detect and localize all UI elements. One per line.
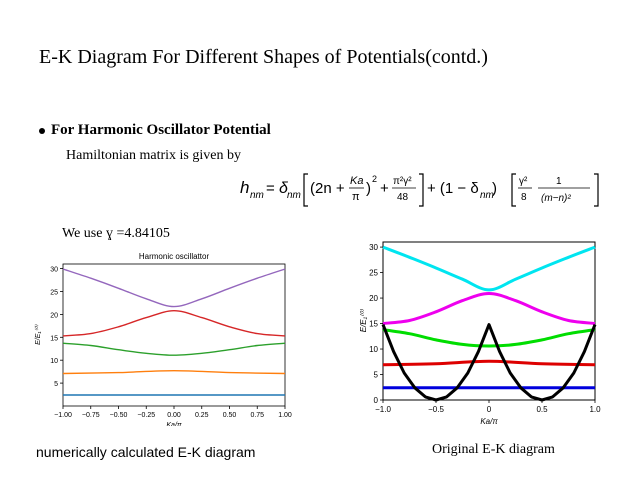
series-line-3 [382,328,596,348]
x-tick-label: −0.25 [137,412,155,419]
bullet-heading-text: For Harmonic Oscillator Potential [51,122,271,138]
eq-plus: + [380,180,389,197]
series-line-5 [62,268,286,308]
caption-numerical: numerically calculated E-K diagram [36,444,256,460]
x-tick-label: 1.0 [589,405,601,414]
x-axis-label: Ka/π [166,422,182,426]
eq-mn: (m−n)² [541,193,571,204]
bullet-heading: For Harmonic Oscillator Potential [39,122,271,139]
x-axis-label: Ka/π [480,417,498,426]
y-tick-label: 10 [369,345,378,354]
series-line-6 [381,323,597,402]
series-line-3 [62,342,286,356]
series-line-5 [382,245,596,292]
x-tick-label: 0.5 [536,405,548,414]
eq-eight: 8 [521,192,527,203]
eq-2n: (2n + [310,180,345,197]
y-tick-label: 25 [50,289,58,296]
eq-close-delta: ) [492,180,497,197]
chart-title: Harmonic oscillattor [139,252,210,261]
eq-bracket-close-1 [419,173,424,207]
gamma-value-text: We use ɣ =4.84105 [62,226,170,241]
x-tick-label: 0.25 [195,412,209,419]
eq-den: 48 [397,192,409,203]
x-tick-label: −0.5 [428,405,444,414]
eq-bracket-open-1 [303,173,308,207]
slide-title: E-K Diagram For Different Shapes of Pote… [39,46,488,68]
series-line-2 [382,359,596,367]
series-line-4 [382,292,596,325]
y-tick-label: 15 [369,320,378,329]
x-tick-label: −1.00 [54,412,72,419]
eq-equals: = [266,180,275,197]
eq-mid: + (1 − δ [427,180,479,197]
plot-frame [62,263,286,407]
chart-numerical: Harmonic oscillattor −1.00 −0.75 −0.50 −0.25… [34,252,292,426]
x-tick-label: 0.50 [223,412,237,419]
eq-lhs-sub: nm [250,190,264,201]
eq-bracket-close-2 [594,173,599,207]
eq-one: 1 [556,176,562,187]
plot-frame [382,241,596,401]
hamiltonian-equation: h nm = δ nm (2n + Ka π ) 2 + π²γ² 48 + (… [240,173,497,207]
hamiltonian-caption: Hamiltonian matrix is given by [66,148,241,163]
y-tick-label: 30 [369,243,378,252]
eq-delta-sub-2: nm [480,190,494,201]
y-tick-label: 20 [369,294,378,303]
x-tick-label: 0.75 [250,412,264,419]
caption-original: Original E-K diagram [432,442,555,457]
y-axis-label: E/E₁⁽⁰⁾ [34,324,42,345]
x-tick-label: 1.00 [278,412,292,419]
y-tick-label: 20 [50,312,58,319]
eq-ka: Ka [350,175,363,187]
y-tick-label: 25 [369,269,378,278]
x-tick-label: 0.00 [167,412,181,419]
y-tick-label: 30 [50,267,58,274]
eq-delta-1: δ [279,180,289,197]
x-tick-label: −0.50 [110,412,128,419]
eq-num: π²γ² [393,176,412,187]
y-tick-label: 10 [50,358,58,365]
chart-original: −1.0 −0.5 0 0.5 1.0 0 5 10 15 20 25 30 Ka/π E/E₁⁽⁰⁾ [359,241,601,426]
hamiltonian-equation-tail: γ² 8 1 (m−n)² [511,173,599,207]
eq-square: 2 [372,174,377,184]
eq-close-paren: ) [366,180,371,197]
y-tick-label: 0 [374,396,379,405]
eq-delta-sub-1: nm [287,190,301,201]
x-tick-label: 0 [487,405,492,414]
eq-gamma-sq: γ² [519,176,528,187]
y-tick-label: 15 [50,335,58,342]
series-line-2 [62,370,286,375]
y-tick-label: 5 [54,381,58,388]
eq-lhs: h [240,178,249,197]
series-line-4 [62,310,286,337]
eq-bracket-open-2 [511,173,516,207]
x-tick-label: −0.75 [82,412,100,419]
y-tick-label: 5 [374,371,379,380]
bullet-dot-icon [39,127,45,134]
eq-pi: π [352,191,360,203]
y-axis-label: E/E₁⁽⁰⁾ [359,309,368,333]
x-tick-label: −1.0 [375,405,391,414]
